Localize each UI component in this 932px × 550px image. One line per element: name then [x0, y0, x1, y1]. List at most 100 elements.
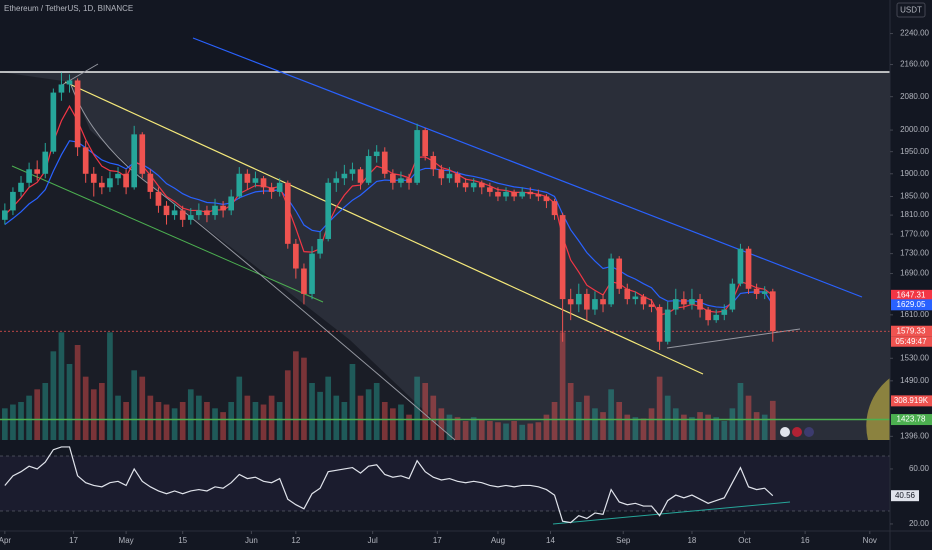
- volume-bar: [26, 395, 32, 440]
- axis-layer: 2240.00 2160.00 2080.00 2000.00 1950.00 1900.…: [0, 29, 932, 545]
- candle-body: [301, 268, 307, 294]
- candle-body: [123, 173, 129, 188]
- volume-bar: [139, 376, 146, 440]
- volume-bar: [309, 383, 315, 440]
- candle-body: [559, 215, 566, 300]
- candle-body: [196, 210, 202, 216]
- y-tick-label: 1810.00: [900, 210, 929, 219]
- candle-body: [648, 304, 655, 307]
- volume-bar: [284, 370, 291, 440]
- candle-body: [761, 291, 768, 294]
- candle-body: [390, 173, 396, 183]
- candle-body: [179, 210, 186, 220]
- volume-bar: [567, 383, 574, 440]
- volume-bar: [179, 402, 186, 440]
- candle-body: [107, 178, 113, 188]
- candle-body: [276, 182, 283, 192]
- candle-body: [567, 299, 574, 305]
- rsi-tag-label: 40.56: [895, 491, 916, 500]
- volume-bar: [624, 414, 631, 440]
- price-tag: [891, 289, 932, 301]
- volume-bar: [551, 402, 558, 440]
- x-tick-label: 17: [69, 536, 78, 545]
- volume-bar: [66, 364, 73, 440]
- candle-body: [10, 191, 16, 211]
- candle-body: [575, 293, 582, 305]
- candle-body: [26, 169, 32, 183]
- volume-bar: [268, 395, 275, 440]
- price-tag: [891, 299, 932, 311]
- y-tick-label: 1730.00: [900, 249, 929, 258]
- x-tick-label: Sep: [616, 536, 631, 545]
- candle-body: [608, 258, 614, 305]
- volume-bar: [10, 404, 16, 440]
- volume-bar: [42, 383, 49, 440]
- volume-bar: [99, 383, 105, 440]
- candle-body: [349, 169, 356, 174]
- candle-body: [737, 248, 744, 284]
- volume-bar: [325, 376, 332, 440]
- y-tick-label: 1530.00: [900, 353, 929, 362]
- x-tick-label: 12: [291, 536, 300, 545]
- price-axis: [890, 0, 932, 550]
- rsi-line: [4, 446, 774, 524]
- volume-bar: [365, 389, 372, 440]
- candle-body: [470, 182, 477, 188]
- volume-bar: [519, 424, 526, 440]
- candle-body: [681, 299, 687, 305]
- volume-bar: [276, 402, 283, 440]
- candle-body: [90, 173, 97, 183]
- icon: [792, 427, 802, 437]
- volume-bar: [495, 422, 501, 440]
- candle-body: [769, 291, 776, 332]
- candle-body: [357, 169, 364, 183]
- candle-body: [66, 80, 73, 85]
- candle-body: [50, 92, 57, 152]
- candle-body: [414, 130, 420, 183]
- y-tick-label: 2160.00: [900, 60, 929, 69]
- candle-body: [365, 156, 372, 183]
- volume-bar: [600, 412, 606, 440]
- volume-bar: [2, 408, 8, 440]
- volume-bar: [697, 412, 703, 440]
- volume-bar: [34, 389, 41, 440]
- countdown-box: [891, 336, 932, 347]
- volume-bar: [301, 357, 307, 440]
- price-tag-label: 1579.33: [897, 326, 926, 335]
- candle-body: [438, 169, 445, 179]
- candle-body: [18, 182, 24, 192]
- candle-body: [163, 205, 170, 216]
- volume-bar: [446, 414, 453, 440]
- candle-body: [220, 205, 226, 211]
- volume-bar: [204, 402, 210, 440]
- candle-body: [74, 80, 81, 148]
- volume-bar: [58, 332, 65, 440]
- candle-body: [293, 243, 299, 269]
- x-tick-label: Apr: [0, 536, 11, 545]
- candle-body: [689, 299, 695, 305]
- candle-body: [187, 215, 194, 220]
- candle-body: [503, 191, 509, 197]
- volume-bar: [430, 395, 437, 440]
- volume-bar: [656, 376, 663, 440]
- volume-bar: [689, 417, 695, 440]
- rsi-tick-label: 20.00: [909, 519, 930, 528]
- icon: [804, 427, 814, 437]
- volume-bar: [398, 404, 404, 440]
- volume-bar: [592, 408, 598, 440]
- curve: [69, 81, 456, 441]
- y-tick-label: 1950.00: [900, 147, 929, 156]
- volume-bar: [196, 395, 202, 440]
- volume-bar: [212, 408, 218, 440]
- volume-bar: [187, 389, 194, 440]
- rsi-trend-line: [552, 501, 791, 525]
- candle-body: [616, 258, 623, 289]
- x-tick-label: 16: [801, 536, 810, 545]
- rsi-pane: [0, 446, 890, 530]
- volume-bar: [753, 412, 760, 440]
- volume-bar: [228, 402, 235, 440]
- candle-body: [422, 130, 429, 157]
- volume-bar: [107, 332, 113, 440]
- candle-body: [34, 169, 41, 174]
